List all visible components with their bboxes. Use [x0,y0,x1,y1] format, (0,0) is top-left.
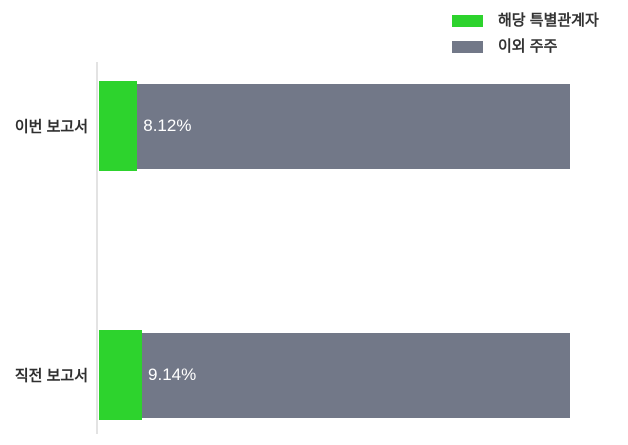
bar-value-label: 9.14% [148,365,197,384]
bar-segment-special-related[interactable] [99,330,143,420]
bar-value-label: 8.12% [143,116,192,135]
legend-swatch-green [452,15,483,27]
legend-swatch-gray [452,41,483,53]
legend-label: 해당 특별관계자 [498,12,599,29]
legend-item-other-shareholders[interactable]: 이외 주주 [452,39,599,55]
bar-segment-special-related[interactable] [99,81,138,171]
bar-track: 9.14% [99,330,570,420]
y-axis-line [96,62,98,434]
category-label: 이번 보고서 [14,118,88,136]
bar-row-current-report: 이번 보고서 8.12% [0,81,628,171]
bar-segment-other-shareholders[interactable]: 8.12% [137,83,570,169]
legend: 해당 특별관계자 이외 주주 [452,13,599,65]
legend-item-special-related[interactable]: 해당 특별관계자 [452,13,599,29]
bar-segment-other-shareholders[interactable]: 9.14% [142,332,570,418]
bar-row-previous-report: 직전 보고서 9.14% [0,330,628,420]
bar-track: 8.12% [99,81,570,171]
category-label: 직전 보고서 [14,367,88,385]
legend-label: 이외 주주 [498,38,558,55]
